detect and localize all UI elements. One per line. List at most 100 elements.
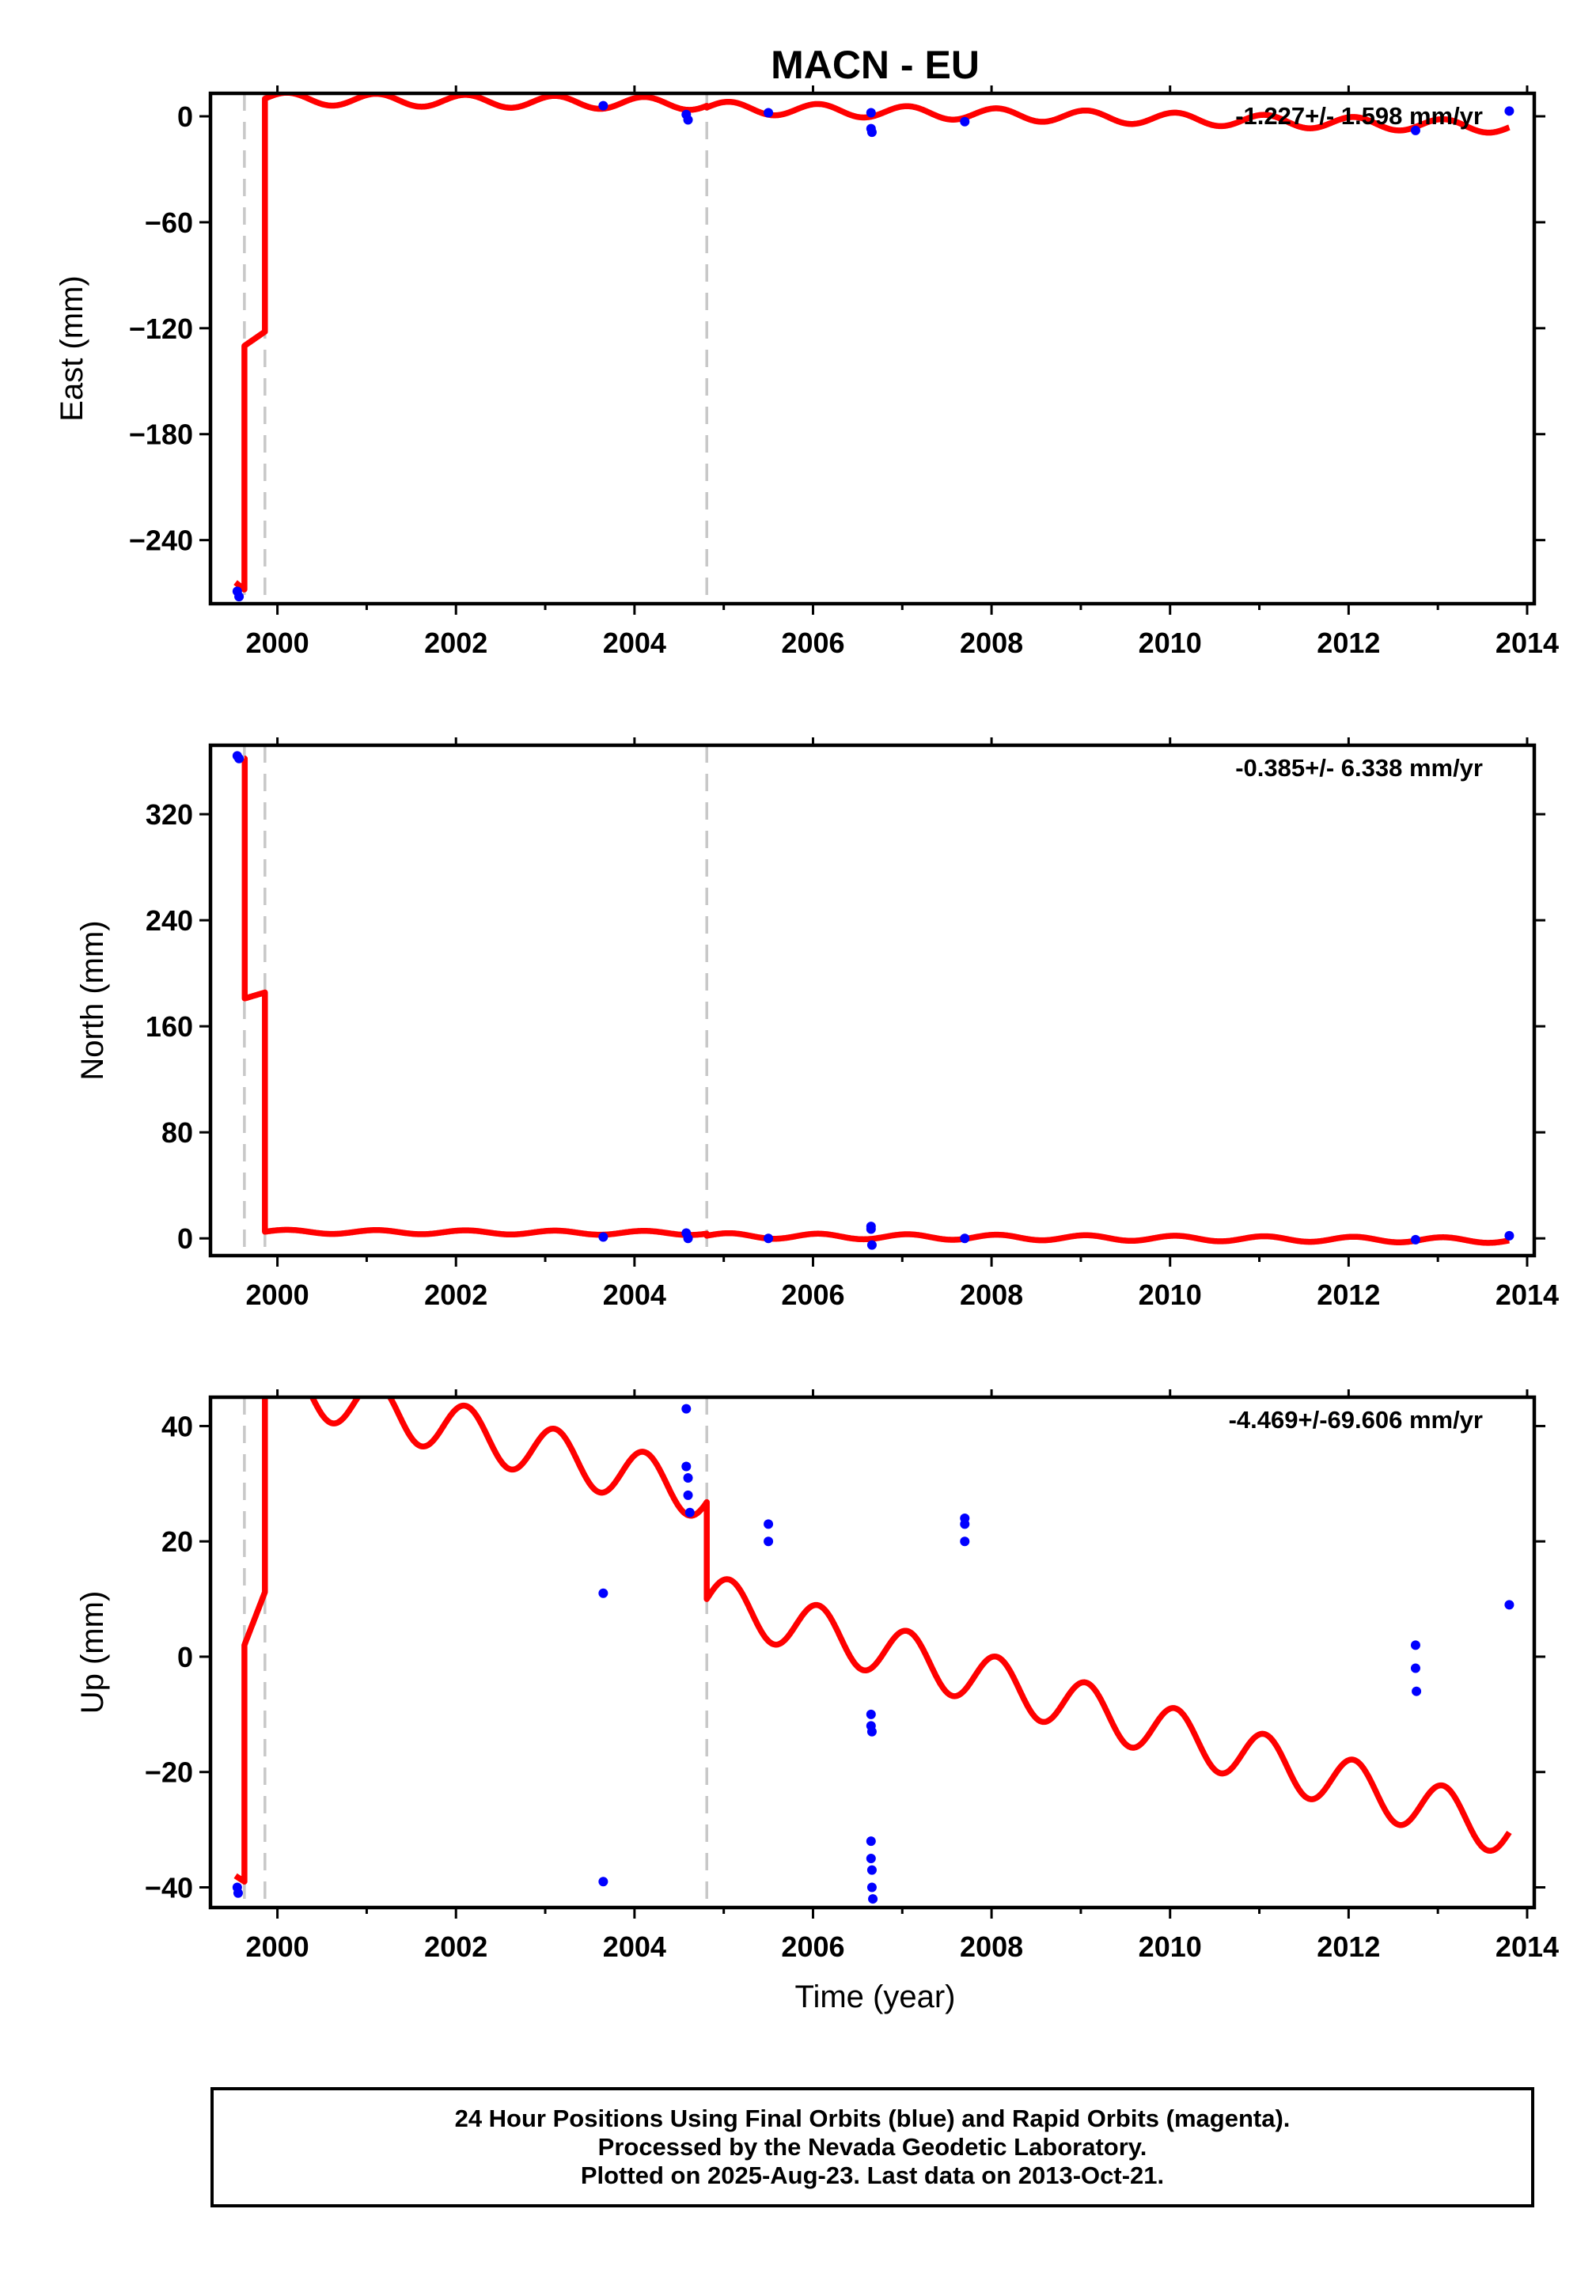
x-tick-label: 2004 (603, 1279, 666, 1311)
y-tick-label: −40 (145, 1871, 193, 1904)
plot-frame (208, 1395, 1537, 1910)
x-tick-label: 2004 (603, 1930, 666, 1963)
x-tick-label: 2006 (781, 1930, 844, 1963)
data-point (598, 100, 608, 111)
y-tick-label: 20 (161, 1525, 193, 1558)
data-point (868, 1894, 878, 1904)
data-point (1410, 125, 1420, 135)
x-tick-label: 2008 (960, 627, 1023, 659)
data-point (598, 1232, 608, 1242)
data-point (764, 1519, 774, 1529)
data-point (960, 1536, 970, 1547)
panel-east: 2000 2002 2004 2006 2008 2010 2012 2014 0 −60 −120… (55, 85, 1559, 659)
data-point (234, 592, 245, 602)
data-point (1504, 1600, 1514, 1610)
data-point (764, 108, 774, 118)
data-point (764, 1536, 774, 1547)
data-point (683, 1233, 693, 1244)
x-tick-label: 2002 (424, 1930, 487, 1963)
footer-line-3: Plotted on 2025-Aug-23. Last data on 201… (580, 2161, 1165, 2189)
x-tick-label: 2004 (603, 627, 666, 659)
y-tick-label: 0 (177, 1222, 193, 1255)
data-point (960, 1233, 970, 1244)
x-tick-label: 2006 (781, 1279, 844, 1311)
data-point (681, 1404, 692, 1414)
x-tick-label: 2014 (1496, 627, 1559, 659)
plot-frame (208, 743, 1537, 1258)
model-fit-line (241, 756, 1512, 1246)
data-point (866, 1224, 876, 1234)
x-tick-label: 2008 (960, 1279, 1023, 1311)
x-tick-label: 2006 (781, 627, 844, 659)
data-point (1412, 1686, 1422, 1696)
data-point (683, 115, 693, 125)
data-point (866, 108, 876, 118)
y-axis-label: North (mm) (75, 920, 110, 1080)
data-point (866, 1854, 876, 1864)
y-tick-label: 240 (146, 904, 193, 937)
plot-frame (208, 91, 1537, 606)
x-tick-label: 2014 (1496, 1930, 1559, 1963)
y-tick-label: 80 (161, 1116, 193, 1149)
panel-north: 2000 2002 2004 2006 2008 2010 2012 2014 0 80 160 24… (75, 737, 1559, 1311)
data-point (1504, 1230, 1514, 1241)
x-tick-label: 2000 (246, 627, 309, 659)
x-tick-label: 2010 (1139, 1930, 1202, 1963)
x-tick-label: 2012 (1317, 627, 1380, 659)
data-point (598, 1588, 608, 1598)
y-tick-label: 40 (161, 1410, 193, 1442)
data-point (866, 1709, 876, 1719)
data-point (1410, 1234, 1420, 1245)
data-point (1504, 106, 1514, 116)
chart-title: MACN - EU (771, 43, 980, 87)
footer-info-box: 24 Hour Positions Using Final Orbits (bl… (210, 2087, 1534, 2207)
x-tick-label: 2008 (960, 1930, 1023, 1963)
model-fit-line (233, 93, 1512, 593)
footer-line-1: 24 Hour Positions Using Final Orbits (bl… (454, 2105, 1291, 2132)
x-tick-label: 2000 (246, 1279, 309, 1311)
y-tick-label: −240 (129, 525, 193, 557)
data-point (1410, 1640, 1420, 1650)
footer-line-2: Processed by the Nevada Geodetic Laborat… (597, 2133, 1147, 2161)
x-tick-label: 2010 (1139, 1279, 1202, 1311)
y-tick-label: −20 (145, 1756, 193, 1789)
y-tick-label: −60 (145, 206, 193, 239)
data-point (866, 1836, 876, 1847)
x-tick-label: 2002 (424, 1279, 487, 1311)
y-tick-label: −180 (129, 419, 193, 451)
data-point (866, 1882, 877, 1892)
data-point (233, 1888, 243, 1898)
y-tick-label: 0 (177, 1641, 193, 1673)
data-point (866, 1726, 877, 1737)
x-axis-label: Time (year) (795, 1980, 956, 2014)
data-point (683, 1473, 693, 1483)
data-point (598, 1877, 608, 1887)
data-point (684, 1507, 695, 1517)
velocity-annotation: -0.385+/- 6.338 mm/yr (1235, 754, 1483, 782)
y-tick-label: −120 (129, 313, 193, 345)
y-tick-label: 0 (177, 100, 193, 133)
data-point (866, 127, 877, 138)
y-tick-label: 160 (146, 1010, 193, 1043)
velocity-annotation: -1.227+/- 1.598 mm/yr (1235, 102, 1483, 130)
y-axis-label: Up (mm) (75, 1591, 110, 1714)
data-point (234, 753, 245, 763)
x-tick-label: 2012 (1317, 1279, 1380, 1311)
model-fit-line (233, 1397, 1512, 1885)
x-tick-label: 2014 (1496, 1279, 1559, 1311)
data-point (683, 1490, 693, 1500)
data-point (960, 1519, 970, 1529)
y-tick-label: 320 (146, 798, 193, 831)
y-axis-label: East (mm) (55, 275, 89, 421)
x-tick-label: 2012 (1317, 1930, 1380, 1963)
data-point (866, 1865, 877, 1875)
data-point (681, 1461, 692, 1472)
x-tick-label: 2002 (424, 627, 487, 659)
data-point (1410, 1663, 1420, 1673)
data-point (866, 1240, 877, 1250)
velocity-annotation: -4.469+/-69.606 mm/yr (1229, 1406, 1483, 1434)
data-point (764, 1233, 774, 1244)
data-point (960, 116, 970, 127)
panel-up: 2000 2002 2004 2006 2008 2010 2012 2014 40 20 0 −20… (75, 1389, 1559, 1963)
